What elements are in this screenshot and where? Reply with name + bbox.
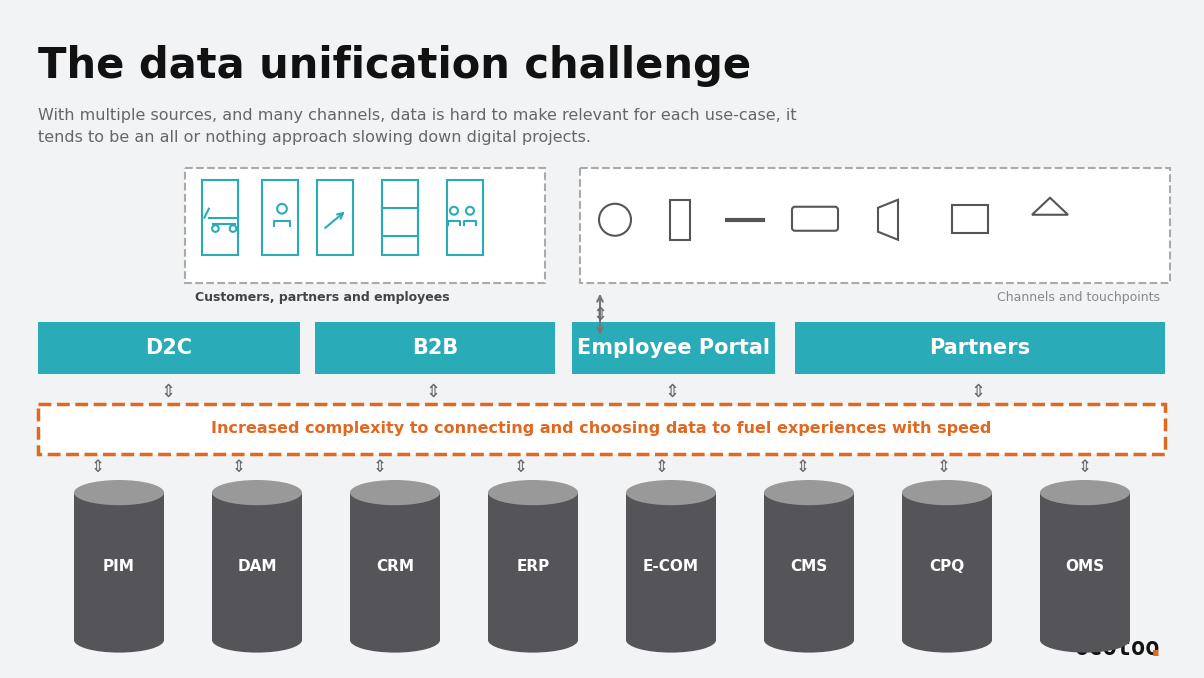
Text: CMS: CMS [790,559,827,574]
Ellipse shape [73,480,164,505]
Bar [315,322,555,374]
Bar [626,493,716,640]
Text: CRM: CRM [376,559,414,574]
Text: ERP: ERP [517,559,549,574]
Bar [202,180,238,255]
Text: D2C: D2C [146,338,193,358]
Bar [447,180,483,255]
Text: ⇕: ⇕ [92,458,105,476]
Ellipse shape [350,480,439,505]
Bar [488,493,578,640]
Bar [902,493,992,640]
Ellipse shape [212,627,302,653]
Ellipse shape [765,480,854,505]
Text: .: . [1150,633,1162,662]
Bar [262,180,299,255]
Bar [795,322,1165,374]
Text: Channels and touchpoints: Channels and touchpoints [997,291,1159,304]
Ellipse shape [1040,627,1131,653]
Bar [382,180,418,255]
Text: OMS: OMS [1066,559,1104,574]
Text: Employee Portal: Employee Portal [577,338,771,358]
FancyBboxPatch shape [39,404,1165,454]
Ellipse shape [73,627,164,653]
Text: ⇕: ⇕ [937,458,950,476]
Bar [572,322,775,374]
Text: The data unification challenge: The data unification challenge [39,45,751,87]
Text: ⇕: ⇕ [373,458,386,476]
Text: ⇕: ⇕ [970,383,986,401]
Bar [39,322,300,374]
Text: DAM: DAM [237,559,277,574]
Ellipse shape [902,627,992,653]
Text: ⇕: ⇕ [796,458,809,476]
Text: PIM: PIM [104,559,135,574]
Ellipse shape [765,627,854,653]
Bar [212,493,302,640]
Ellipse shape [488,480,578,505]
Ellipse shape [626,627,716,653]
Text: B2B: B2B [412,338,459,358]
Bar [73,493,164,640]
Text: Customers, partners and employees: Customers, partners and employees [195,291,449,304]
Text: ⇕: ⇕ [665,383,679,401]
Text: E-COM: E-COM [643,559,700,574]
Ellipse shape [1040,480,1131,505]
Text: ⇕: ⇕ [514,458,527,476]
Text: ocotoo: ocotoo [1075,636,1161,660]
Text: ⇕: ⇕ [425,383,441,401]
Text: Increased complexity to connecting and choosing data to fuel experiences with sp: Increased complexity to connecting and c… [211,422,991,437]
Text: CPQ: CPQ [929,559,964,574]
Ellipse shape [350,627,439,653]
Bar [669,200,690,240]
Text: ⇕: ⇕ [592,306,608,324]
Text: ⇕: ⇕ [655,458,668,476]
Ellipse shape [902,480,992,505]
Ellipse shape [212,480,302,505]
FancyBboxPatch shape [580,168,1170,283]
Text: Partners: Partners [929,338,1031,358]
FancyBboxPatch shape [185,168,545,283]
Bar [765,493,854,640]
Text: ⇕: ⇕ [1078,458,1091,476]
Ellipse shape [488,627,578,653]
Bar [952,205,988,233]
Bar [382,207,418,236]
Text: ⇕: ⇕ [160,383,176,401]
Text: With multiple sources, and many channels, data is hard to make relevant for each: With multiple sources, and many channels… [39,108,797,145]
Bar [350,493,439,640]
Text: ⇕: ⇕ [232,458,246,476]
Bar [1040,493,1131,640]
Bar [317,180,353,255]
Ellipse shape [626,480,716,505]
